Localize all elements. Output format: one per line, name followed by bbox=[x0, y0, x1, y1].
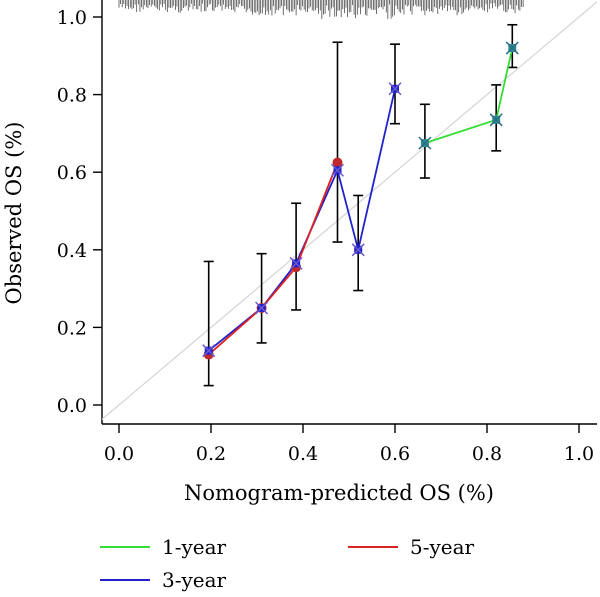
x-tick-label: 1.0 bbox=[564, 443, 594, 465]
data-point-5-year bbox=[332, 157, 343, 168]
y-tick-label: 0.0 bbox=[57, 395, 87, 417]
error-bars bbox=[203, 23, 518, 387]
y-axis-title: Observed OS (%) bbox=[2, 122, 26, 305]
error-bar-3-year bbox=[256, 252, 267, 344]
data-point-1-year bbox=[489, 113, 503, 127]
x-axis-title: Nomogram-predicted OS (%) bbox=[184, 481, 494, 505]
data-point-3-year bbox=[289, 256, 303, 270]
error-bar-3-year bbox=[390, 43, 400, 125]
x-tick-label: 0.2 bbox=[196, 443, 226, 465]
data-point-3-year bbox=[351, 243, 365, 257]
rug-marks bbox=[118, 0, 524, 20]
data-markers bbox=[202, 41, 519, 360]
x-tick-label: 0.6 bbox=[380, 443, 410, 465]
series-line-3-year bbox=[208, 88, 396, 352]
y-tick-label: 0.4 bbox=[57, 240, 87, 262]
legend-label-5-year: 5-year bbox=[410, 535, 475, 559]
data-point-3-year bbox=[202, 344, 216, 358]
plot-frame bbox=[101, 0, 597, 425]
series-line-1-year bbox=[424, 47, 514, 144]
data-point-3-year bbox=[330, 163, 345, 177]
x-tick-label: 0.8 bbox=[472, 443, 502, 465]
legend-item-5-year: 5-year bbox=[348, 535, 475, 559]
x-tick-label: 0.0 bbox=[104, 443, 134, 465]
data-point-3-year bbox=[388, 82, 402, 96]
y-tick-label: 0.8 bbox=[57, 85, 87, 107]
y-tick-label: 0.6 bbox=[57, 162, 87, 184]
data-point-3-year bbox=[255, 301, 269, 315]
error-bar-3-year bbox=[332, 41, 343, 243]
legend-label-1-year: 1-year bbox=[162, 535, 227, 559]
data-point-1-year bbox=[418, 136, 432, 150]
error-bar-3-year bbox=[291, 202, 302, 311]
x-axis-ticks: 0.0 0.2 0.4 0.6 0.8 1.0 bbox=[104, 424, 594, 465]
y-tick-label: 1.0 bbox=[57, 7, 87, 29]
error-bar-3-year bbox=[353, 194, 364, 292]
y-axis-ticks: 0.0 0.2 0.4 0.6 0.8 1.0 bbox=[57, 7, 102, 417]
error-bar-3-year bbox=[203, 260, 214, 387]
legend: 1-year 3-year 5-year bbox=[100, 535, 475, 592]
legend-item-1-year: 1-year bbox=[100, 535, 227, 559]
y-tick-label: 0.2 bbox=[57, 317, 87, 339]
series-line-5-year bbox=[208, 162, 339, 356]
x-tick-label: 0.4 bbox=[288, 443, 318, 465]
legend-label-3-year: 3-year bbox=[162, 568, 227, 592]
data-point-1-year bbox=[505, 41, 519, 55]
legend-item-3-year: 3-year bbox=[100, 568, 227, 592]
